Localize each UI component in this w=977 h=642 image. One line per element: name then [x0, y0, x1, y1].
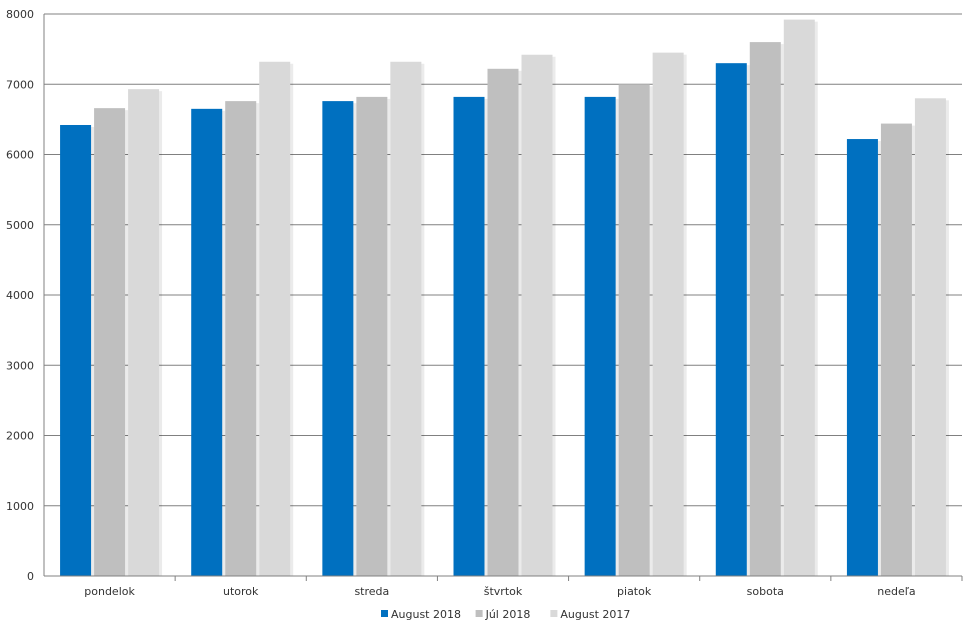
y-tick-label: 1000 [6, 500, 34, 513]
bar [191, 108, 223, 577]
y-tick-label: 2000 [6, 430, 34, 443]
legend-label: Júl 2018 [485, 608, 531, 621]
x-tick-label: streda [354, 585, 389, 598]
legend-swatch [475, 610, 483, 617]
bar [652, 52, 684, 576]
y-tick-label: 8000 [6, 8, 34, 21]
bar [783, 19, 815, 577]
y-tick-label: 5000 [6, 219, 34, 232]
legend-label: August 2018 [391, 608, 461, 621]
x-tick-label: štvrtok [484, 585, 523, 598]
bar [487, 68, 519, 577]
bar [390, 61, 422, 576]
bar [60, 124, 92, 577]
bar [715, 63, 747, 577]
bar [914, 98, 946, 577]
bar [584, 96, 616, 577]
legend-swatch [381, 610, 388, 617]
bar [259, 61, 291, 576]
x-tick-label: piatok [617, 585, 652, 598]
axes: 0 1000 2000 3000 4000 5000 6000 7000 8000 pondelo… [6, 8, 963, 598]
y-tick-label: 3000 [6, 359, 34, 372]
x-tick-label: nedeľa [877, 585, 915, 598]
legend-swatch [550, 610, 558, 617]
legend: August 2018 Júl 2018 August 2017 [381, 608, 630, 621]
bar [225, 101, 257, 577]
x-tick-label: sobota [747, 585, 784, 598]
y-tick-label: 4000 [6, 289, 34, 302]
bar [846, 139, 878, 577]
bar [521, 54, 553, 577]
bar [94, 108, 126, 576]
bar [880, 123, 912, 576]
x-tick-label: utorok [223, 585, 259, 598]
bar [618, 84, 650, 576]
y-tick-label: 7000 [6, 78, 34, 91]
x-tick-label: pondelok [84, 585, 135, 598]
bar [453, 96, 485, 577]
legend-label: August 2017 [560, 608, 630, 621]
bar [128, 89, 160, 576]
y-tick-label: 6000 [6, 149, 34, 162]
bar [356, 96, 388, 577]
bar [749, 42, 781, 577]
bars [60, 19, 949, 577]
bar [322, 101, 354, 577]
y-tick-label: 0 [27, 570, 34, 583]
